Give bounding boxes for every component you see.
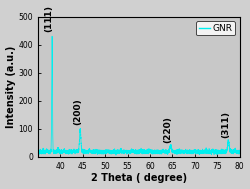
Text: (111): (111) xyxy=(44,5,54,32)
Text: (311): (311) xyxy=(221,111,230,138)
Y-axis label: Intensity (a.u.): Intensity (a.u.) xyxy=(6,46,16,128)
Text: (220): (220) xyxy=(163,116,172,143)
Text: (200): (200) xyxy=(73,99,82,125)
X-axis label: 2 Theta ( degree): 2 Theta ( degree) xyxy=(91,174,187,184)
Legend: GNR: GNR xyxy=(196,21,235,36)
